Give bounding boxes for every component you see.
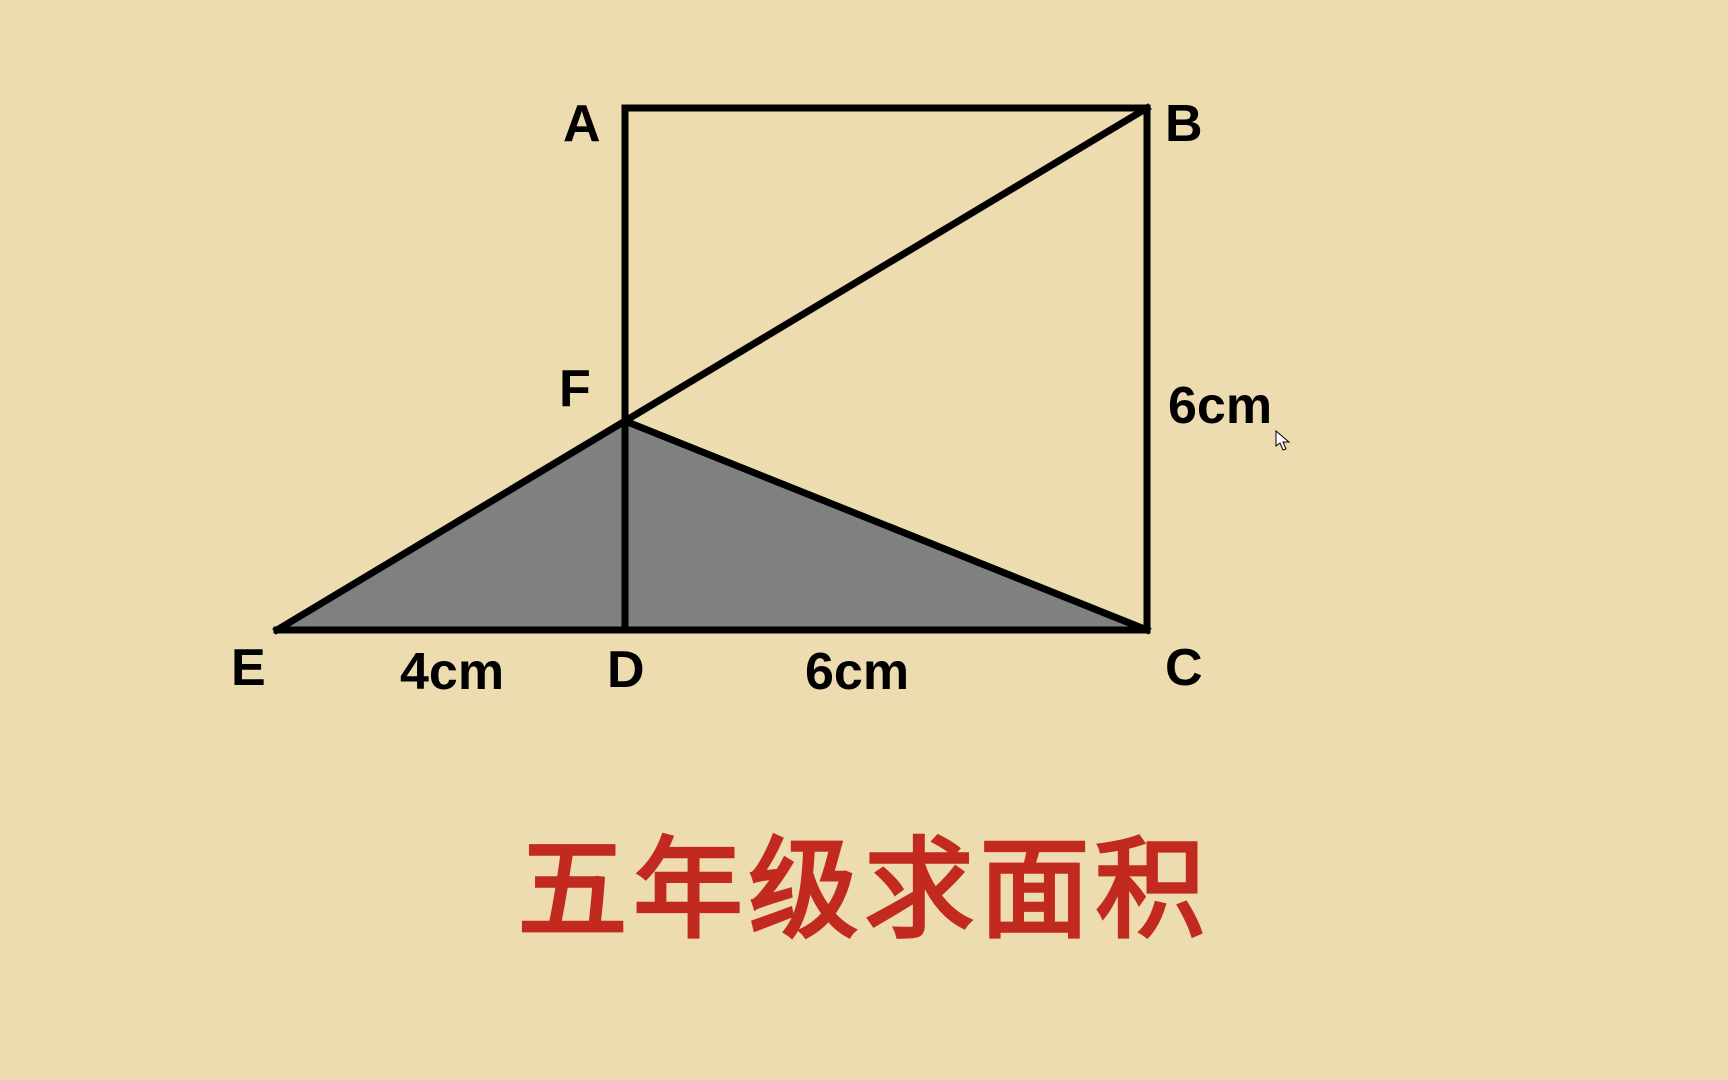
dimension-label-0: 4cm bbox=[400, 642, 504, 702]
dimension-label-1: 6cm bbox=[805, 642, 909, 702]
point-label-B: B bbox=[1165, 94, 1203, 154]
point-label-E: E bbox=[231, 638, 266, 698]
edge-FB bbox=[625, 108, 1147, 421]
point-label-C: C bbox=[1165, 638, 1203, 698]
dimension-label-2: 6cm bbox=[1168, 376, 1272, 436]
point-label-F: F bbox=[559, 359, 591, 419]
point-label-D: D bbox=[607, 640, 645, 700]
point-label-A: A bbox=[563, 94, 601, 154]
problem-title: 五年级求面积 bbox=[0, 800, 1728, 960]
